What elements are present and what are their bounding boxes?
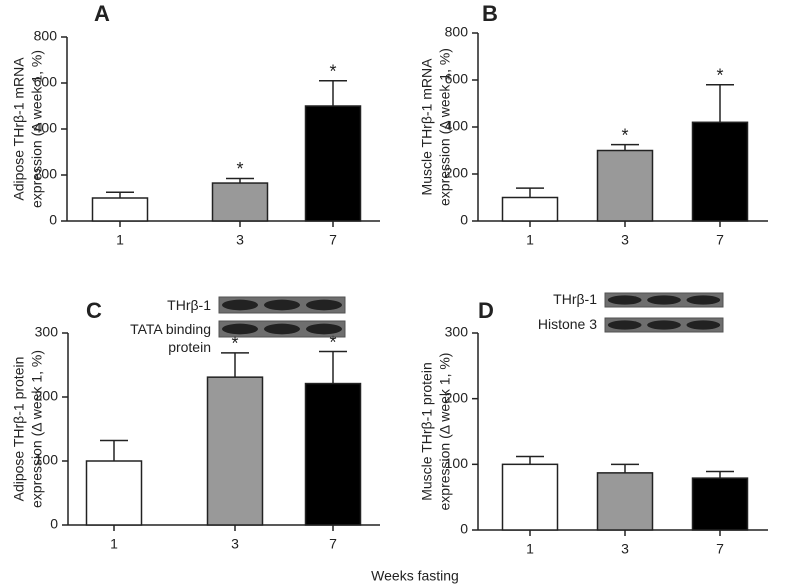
blot-spot	[647, 295, 681, 305]
y-tick-label: 200	[445, 389, 469, 405]
blot-label: TATA binding protein	[130, 321, 211, 355]
x-tick-label: 1	[110, 536, 118, 552]
x-tick-label: 3	[621, 541, 629, 557]
x-tick-label: 7	[329, 232, 337, 248]
y-axis-label: Adipose THrβ-1 mRNA	[11, 57, 27, 201]
y-tick-label: 100	[35, 452, 59, 468]
blot-spot	[264, 323, 300, 335]
y-tick-label: 300	[35, 324, 59, 340]
x-tick-label: 1	[526, 232, 534, 248]
y-tick-label: 600	[445, 71, 469, 87]
bar	[501, 463, 559, 531]
y-tick-label: 200	[34, 166, 58, 182]
blot-label: Histone 3	[537, 316, 597, 332]
y-tick-label: 0	[50, 516, 58, 532]
panel-label: C	[86, 298, 102, 323]
y-tick-label: 400	[34, 120, 58, 136]
significance-mark: *	[329, 61, 336, 81]
blot-spot	[647, 320, 681, 330]
blot-spot	[264, 299, 300, 311]
panel-label: B	[482, 1, 498, 26]
y-tick-label: 200	[35, 388, 59, 404]
panel-label: A	[94, 1, 110, 26]
significance-mark: *	[236, 159, 243, 179]
blot-label: THrβ-1	[553, 291, 597, 307]
blot-spot	[607, 295, 642, 305]
x-axis-label: Weeks fasting	[371, 568, 459, 584]
x-tick-label: 3	[231, 536, 239, 552]
y-axis-label: expression (Δ week 1, %)	[29, 50, 45, 208]
blot-spot	[306, 323, 342, 335]
x-tick-label: 7	[329, 536, 337, 552]
y-tick-label: 0	[49, 212, 57, 228]
blot-spot	[607, 320, 642, 330]
y-axis-label: expression (Δ week 1, %)	[29, 350, 45, 508]
y-tick-label: 400	[445, 118, 469, 134]
y-tick-label: 100	[445, 455, 469, 471]
bar	[304, 382, 362, 526]
x-tick-label: 3	[621, 232, 629, 248]
bar	[91, 197, 149, 222]
bar	[211, 182, 269, 222]
bar	[691, 121, 749, 222]
y-tick-label: 300	[445, 324, 469, 340]
blot-spot	[686, 320, 721, 330]
blot-spot	[306, 299, 342, 311]
bar	[85, 460, 143, 526]
x-tick-label: 1	[526, 541, 534, 557]
y-tick-label: 600	[34, 74, 58, 90]
blot-spot	[686, 295, 721, 305]
y-tick-label: 800	[34, 28, 58, 44]
bar	[501, 196, 559, 222]
y-tick-label: 0	[460, 521, 468, 537]
y-axis-label: Muscle THrβ-1 mRNA	[419, 58, 435, 196]
x-tick-label: 7	[716, 541, 724, 557]
x-tick-label: 3	[236, 232, 244, 248]
y-axis-label: Adipose THrβ-1 protein	[11, 357, 27, 502]
significance-mark: *	[329, 332, 336, 352]
y-tick-label: 0	[460, 212, 468, 228]
y-axis-label: Muscle THrβ-1 protein	[419, 362, 435, 501]
significance-mark: *	[231, 334, 238, 354]
y-axis-label: expression (Δ week 1, %)	[437, 48, 453, 206]
bar	[691, 477, 749, 531]
y-tick-label: 200	[445, 165, 469, 181]
significance-mark: *	[716, 65, 723, 85]
significance-mark: *	[621, 125, 628, 145]
x-tick-label: 1	[116, 232, 124, 248]
bar	[304, 105, 362, 222]
bar	[206, 376, 264, 526]
blot-label: THrβ-1	[167, 297, 211, 313]
bar	[596, 149, 654, 222]
panel-label: D	[478, 298, 494, 323]
blot-spot	[222, 323, 258, 335]
bar	[596, 472, 654, 531]
y-tick-label: 800	[445, 24, 469, 40]
x-tick-label: 7	[716, 232, 724, 248]
y-axis-label: expression (Δ week 1, %)	[437, 353, 453, 511]
blot-spot	[222, 299, 258, 311]
